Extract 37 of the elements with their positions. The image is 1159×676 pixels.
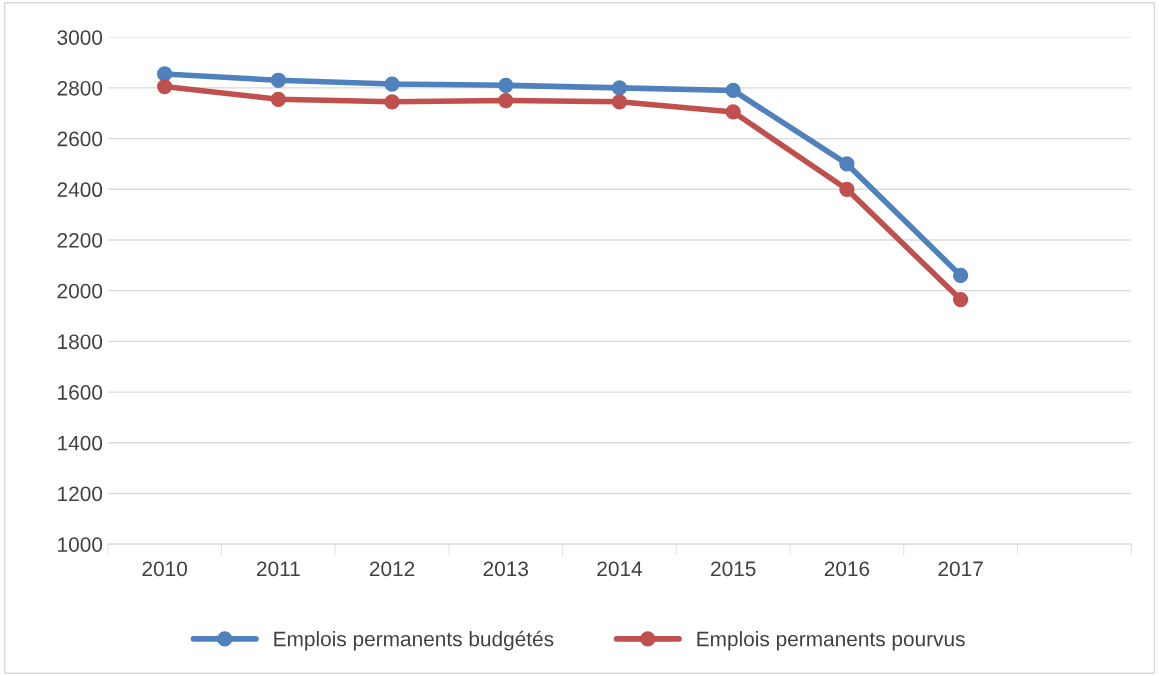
point (952, 267, 969, 284)
y-tick-label: 2600 (57, 131, 103, 147)
x-tick-label: 2013 (483, 561, 529, 577)
point (725, 104, 741, 120)
point (839, 181, 855, 197)
y-tick-label: 2800 (57, 80, 103, 96)
legend-label: Emplois permanents pourvus (697, 631, 965, 651)
point (611, 80, 628, 96)
x-tick-label: 2014 (597, 561, 643, 577)
x-tick-label: 2011 (257, 561, 300, 577)
x-tick-label: 2010 (142, 561, 187, 577)
y-tick-label: 2200 (57, 232, 103, 248)
x-tick-label: 2012 (369, 561, 415, 577)
point (270, 91, 286, 107)
point (384, 94, 400, 110)
x-tick-label: 2015 (711, 561, 756, 577)
point (839, 156, 855, 172)
y-tick-label: 1200 (58, 486, 103, 502)
x-tick-label: 2017 (938, 561, 983, 577)
point (498, 92, 514, 109)
y-tick-label: 1600 (58, 385, 103, 400)
point (157, 66, 173, 82)
point (270, 72, 286, 88)
point (725, 82, 741, 99)
point (952, 291, 969, 308)
y-tick-label: 3000 (57, 30, 103, 45)
y-tick-label: 1400 (58, 435, 103, 451)
legend-label: Emplois permanents budgétés (274, 630, 554, 651)
point (157, 78, 173, 95)
y-tick-label: 2000 (57, 283, 103, 299)
point (611, 94, 628, 110)
y-tick-label: 1800 (58, 334, 103, 350)
point (498, 77, 514, 93)
point (384, 76, 400, 92)
y-tick-label: 2400 (57, 182, 103, 198)
x-tick-label: 2016 (824, 561, 870, 577)
y-tick-label: 1000 (58, 537, 103, 552)
